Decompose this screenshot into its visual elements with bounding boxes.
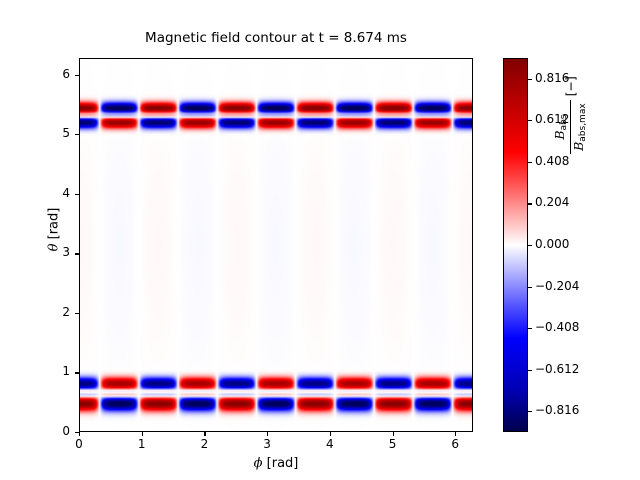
colorbar-tick-mark bbox=[528, 286, 532, 288]
plot-axes bbox=[79, 58, 473, 432]
colorbar-label-denominator: Babs,max bbox=[570, 100, 589, 154]
colorbar-tick-mark bbox=[528, 411, 532, 413]
colorbar-tick-label: −0.612 bbox=[535, 361, 580, 376]
x-tick-label: 0 bbox=[75, 437, 83, 451]
x-tick-mark bbox=[455, 432, 457, 436]
colorbar-tick-mark bbox=[528, 161, 532, 163]
colorbar-tick-mark bbox=[528, 120, 532, 122]
colorbar-tick-label: 0.612 bbox=[535, 112, 570, 127]
colorbar-tick-label: −0.816 bbox=[535, 403, 580, 418]
y-axis-label: θ [rad] bbox=[46, 207, 62, 252]
colorbar-tick-mark bbox=[528, 203, 532, 205]
y-tick-label: 6 bbox=[62, 66, 70, 81]
x-tick-mark bbox=[79, 432, 81, 436]
y-tick-mark bbox=[75, 312, 79, 315]
colorbar-tick-mark bbox=[528, 328, 532, 330]
y-tick-label: 5 bbox=[62, 126, 70, 141]
y-tick-mark bbox=[75, 193, 79, 195]
colorbar-label-unit: [−] bbox=[563, 76, 579, 97]
x-tick-label: 2 bbox=[200, 437, 209, 451]
y-tick-label: 3 bbox=[62, 245, 70, 260]
colorbar-label-fraction: Babs Babs,max bbox=[552, 100, 589, 154]
x-tick-mark bbox=[392, 432, 394, 436]
y-tick-mark bbox=[75, 134, 79, 136]
x-axis-label: ϕ [rad] bbox=[253, 456, 299, 471]
y-tick-label: 0 bbox=[62, 424, 70, 438]
x-tick-mark bbox=[329, 432, 331, 436]
colorbar-tick-mark bbox=[528, 245, 532, 247]
y-tick-label: 1 bbox=[62, 364, 70, 379]
plot-title: Magnetic field contour at t = 8.674 ms bbox=[145, 30, 407, 46]
colorbar-tick-label: 0.000 bbox=[535, 237, 570, 251]
x-tick-mark bbox=[204, 432, 206, 436]
y-tick-mark bbox=[75, 372, 79, 374]
colorbar-tick-mark bbox=[528, 369, 532, 371]
colorbar-label: Babs Babs,max [−] bbox=[552, 50, 589, 180]
colorbar-label-numerator: Babs bbox=[552, 114, 569, 140]
colorbar-tick-mark bbox=[528, 78, 532, 80]
x-tick-label: 5 bbox=[388, 437, 397, 451]
colorbar-tick-label: −0.204 bbox=[535, 278, 580, 293]
x-tick-label: 4 bbox=[326, 437, 334, 451]
magnetic-field-heatmap bbox=[80, 59, 472, 431]
x-tick-label: 1 bbox=[137, 437, 146, 451]
x-tick-label: 6 bbox=[451, 437, 460, 451]
colorbar bbox=[503, 58, 528, 432]
colorbar-tick-label: −0.408 bbox=[535, 320, 580, 335]
x-tick-label: 3 bbox=[263, 437, 271, 451]
x-tick-mark bbox=[141, 432, 143, 436]
y-tick-label: 2 bbox=[62, 304, 70, 319]
colorbar-tick-label: 0.204 bbox=[535, 195, 570, 210]
colorbar-tick-label: 0.408 bbox=[535, 153, 570, 168]
y-tick-mark bbox=[75, 253, 79, 255]
y-tick-label: 4 bbox=[62, 185, 70, 200]
y-tick-mark bbox=[75, 74, 79, 76]
x-tick-mark bbox=[267, 432, 269, 436]
colorbar-tick-label: 0.816 bbox=[535, 70, 570, 85]
y-tick-mark bbox=[75, 432, 79, 434]
